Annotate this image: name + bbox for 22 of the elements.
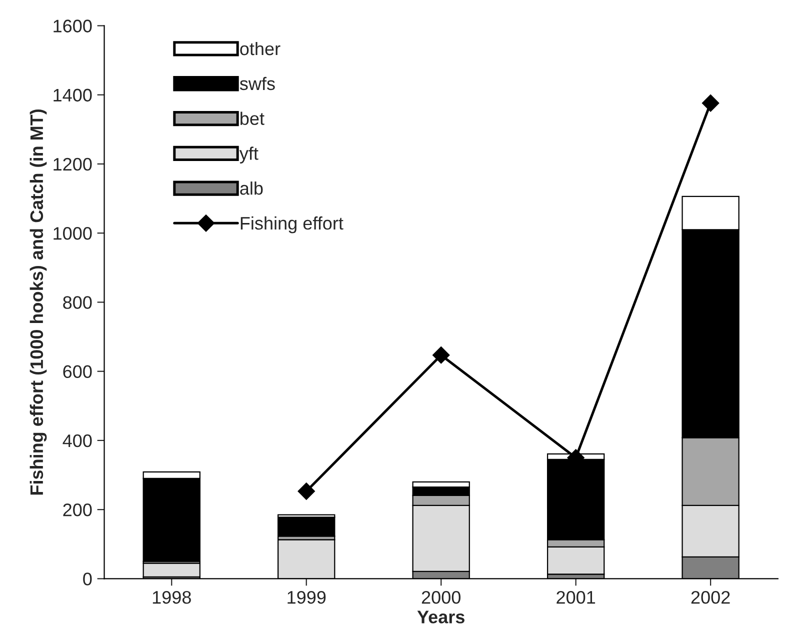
y-tick-label: 1400 (54, 88, 92, 102)
y-tick-label: 1200 (54, 158, 92, 171)
y-tick-label: 200 (63, 504, 92, 516)
y-tick-label: 1000 (54, 227, 92, 240)
y-tick-label: 400 (62, 434, 92, 448)
y-tick-label: 1600 (54, 20, 92, 32)
y-tick-label: 600 (63, 365, 92, 378)
x-tick-label: 1998 (152, 590, 191, 604)
legend-label: bet (240, 112, 264, 126)
x-tick-label: 1999 (288, 590, 326, 604)
x-axis-title: Years (417, 610, 464, 624)
legend-label: Fishing effort (240, 216, 344, 234)
y-tick-label: 0 (83, 572, 92, 586)
legend-label: alb (240, 182, 263, 195)
legend-label: swfs (240, 76, 275, 90)
x-tick-label: 2001 (556, 590, 596, 604)
y-axis-title: Fishing effort (1000 hooks) and Catch (in MT) (30, 109, 47, 495)
legend-label: yft (239, 146, 258, 164)
x-tick-label: 2000 (422, 590, 460, 604)
legend-label: other (240, 42, 280, 56)
x-tick-label: 2002 (691, 590, 730, 604)
y-tick-label: 800 (63, 296, 92, 309)
